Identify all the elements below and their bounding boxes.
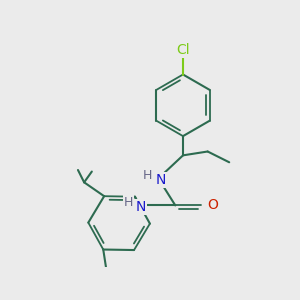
Text: N: N	[136, 200, 146, 214]
Text: Cl: Cl	[176, 43, 190, 57]
Text: H: H	[143, 169, 152, 182]
Text: O: O	[207, 198, 218, 212]
Text: H: H	[124, 196, 133, 209]
Text: N: N	[155, 173, 166, 187]
